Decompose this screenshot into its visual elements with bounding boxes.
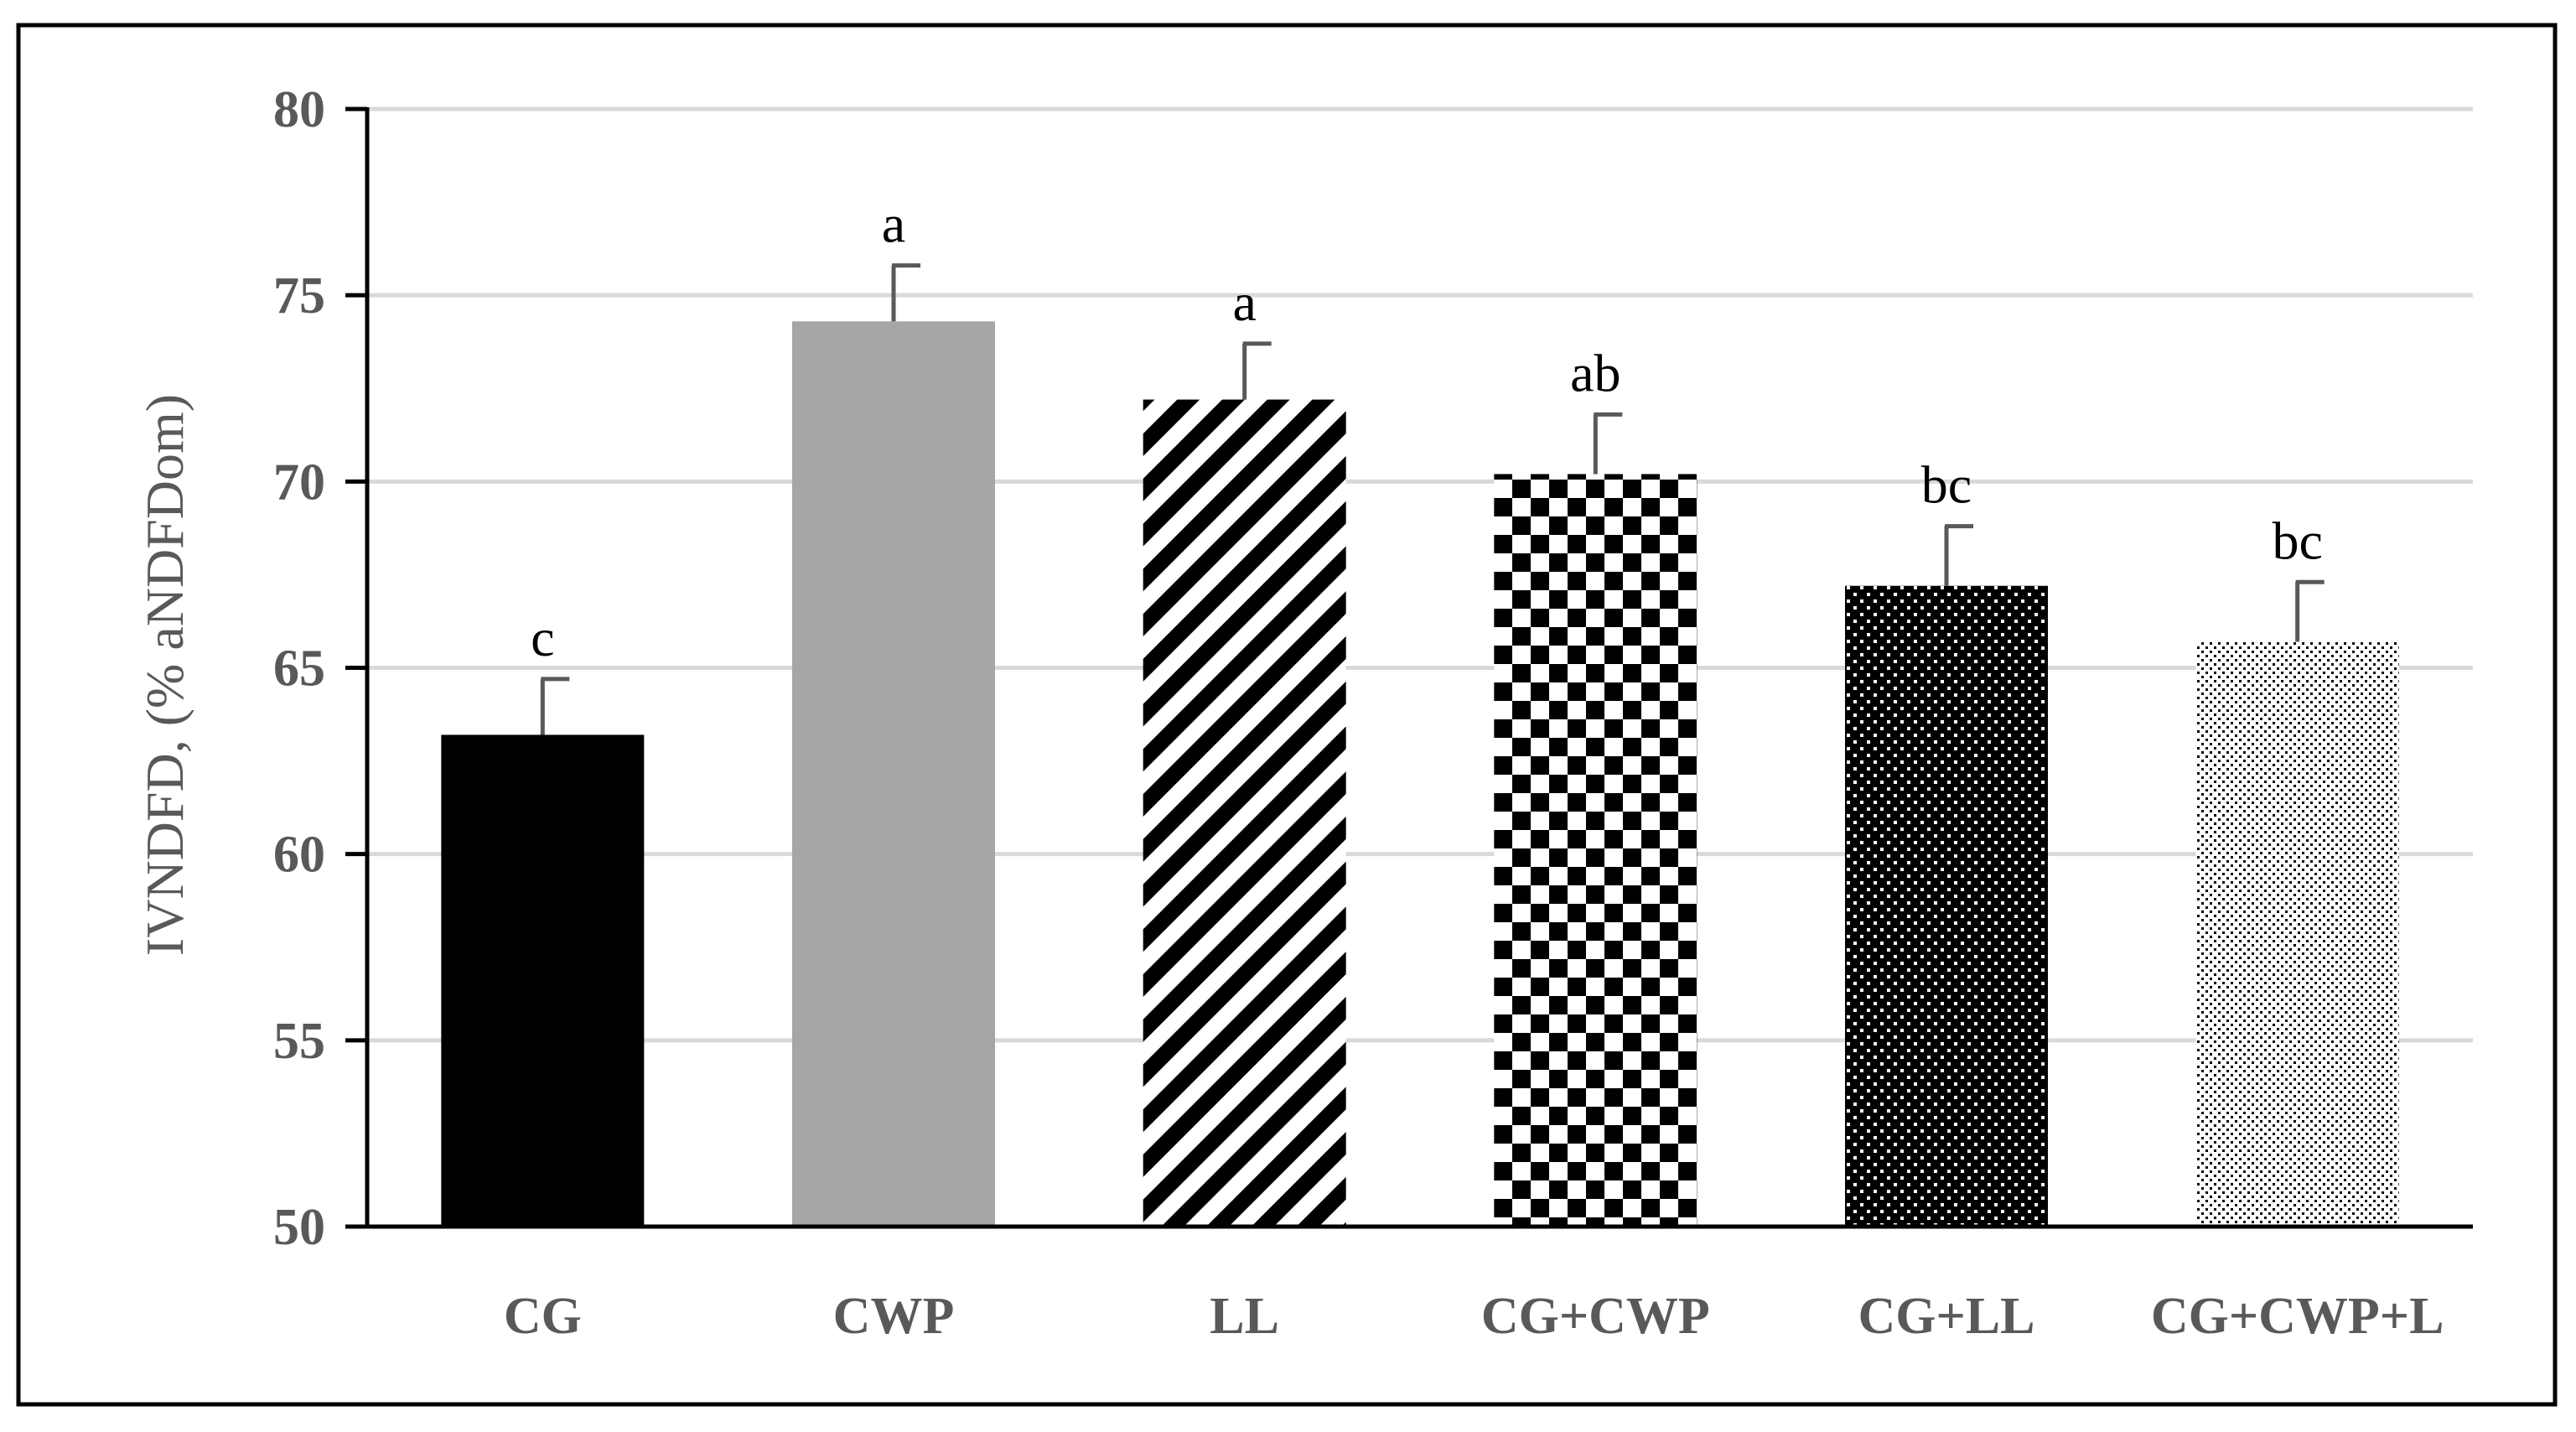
x-category-label: CG+CWP: [1481, 1288, 1710, 1345]
gridlines: [367, 106, 2473, 1043]
y-axis-title: IVNDFD, (% aNDFDom): [135, 394, 194, 956]
bar-ll: [1143, 399, 1346, 1227]
x-category-label: CWP: [833, 1288, 955, 1345]
y-tick-label: 60: [273, 827, 325, 884]
labels: 50 55 60 65 70 75 80 c CG a CWP a LL ab CG+CWP bc CG+LL b…: [273, 81, 2444, 1345]
bar-cwp: [792, 321, 995, 1227]
y-tick-label: 70: [273, 454, 325, 511]
y-tick-label: 80: [273, 81, 325, 138]
y-tick-label: 75: [273, 267, 325, 324]
significance-label: ab: [1570, 343, 1620, 402]
significance-label: a: [1232, 272, 1256, 332]
x-category-label: CG+CWP+L: [2151, 1288, 2444, 1345]
y-tick-label: 50: [273, 1199, 325, 1256]
axes: [345, 106, 2473, 1229]
significance-label: a: [882, 195, 905, 254]
bar-cg-plus-ll: [1845, 585, 2048, 1227]
bar-cg-plus-cwp-plus-l: [2195, 641, 2399, 1227]
bar-cg-plus-cwp: [1494, 474, 1697, 1227]
significance-label: bc: [2272, 511, 2322, 570]
y-tick-label: 55: [273, 1013, 325, 1070]
significance-label: bc: [1921, 455, 1972, 515]
bars: [441, 321, 2399, 1227]
y-tick-label: 65: [273, 641, 325, 698]
x-category-label: LL: [1210, 1288, 1279, 1345]
significance-label: c: [531, 608, 554, 667]
x-category-label: CG: [504, 1288, 582, 1345]
x-category-label: CG+LL: [1858, 1288, 2034, 1345]
bar-cg: [441, 734, 645, 1227]
error-bars: [540, 263, 2325, 735]
